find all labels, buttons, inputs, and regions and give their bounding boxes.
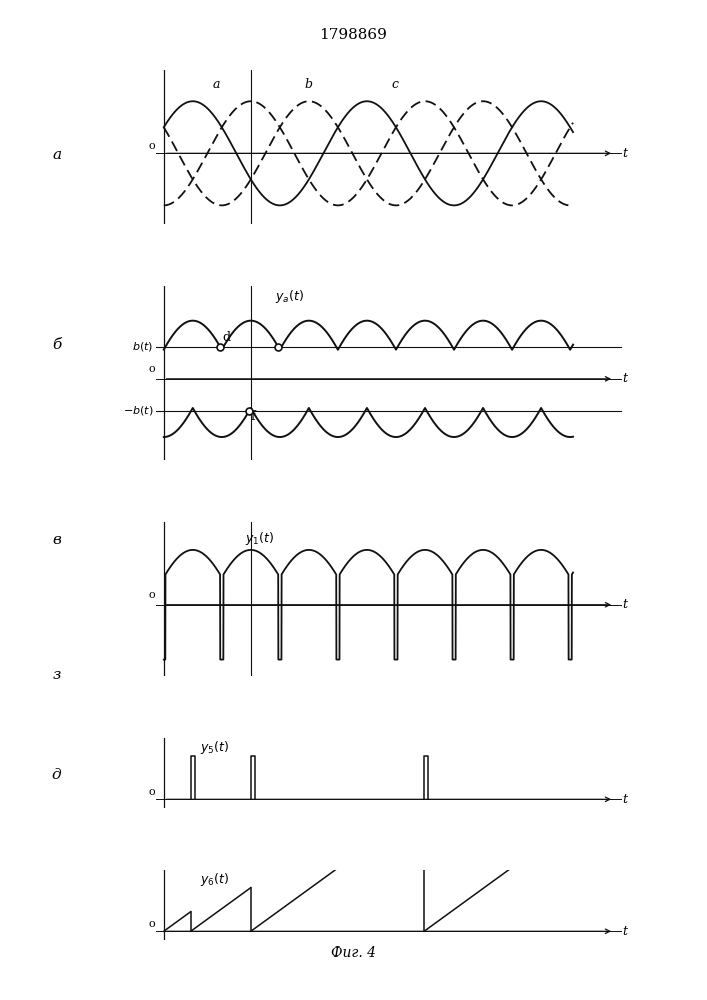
Text: a: a (52, 148, 61, 162)
Text: t: t (622, 793, 627, 806)
Text: 1798869: 1798869 (320, 28, 387, 42)
Text: t: t (622, 147, 627, 160)
Text: б: б (52, 338, 62, 352)
Text: $y_6(t)$: $y_6(t)$ (200, 871, 230, 888)
Text: в: в (52, 533, 61, 547)
Text: a: a (212, 78, 220, 91)
Text: Фиг. 4: Фиг. 4 (331, 946, 376, 960)
Text: д: д (52, 768, 62, 782)
Text: $b(t)$: $b(t)$ (132, 340, 153, 353)
Text: b: b (304, 78, 312, 91)
Text: з: з (52, 668, 61, 682)
Text: o: o (148, 141, 155, 151)
Text: o: o (148, 787, 155, 797)
Text: $y_a(t)$: $y_a(t)$ (274, 288, 303, 305)
Text: $y_5(t)$: $y_5(t)$ (200, 739, 230, 756)
Text: d: d (223, 331, 231, 344)
Text: f: f (251, 410, 256, 423)
Text: c: c (392, 78, 399, 91)
Text: t: t (622, 372, 627, 385)
Text: t: t (622, 925, 627, 938)
Text: o: o (148, 919, 155, 929)
Text: o: o (148, 364, 155, 374)
Text: $y_1(t)$: $y_1(t)$ (245, 530, 274, 547)
Text: $-b(t)$: $-b(t)$ (123, 404, 153, 417)
Text: o: o (148, 590, 155, 600)
Text: t: t (622, 598, 627, 611)
